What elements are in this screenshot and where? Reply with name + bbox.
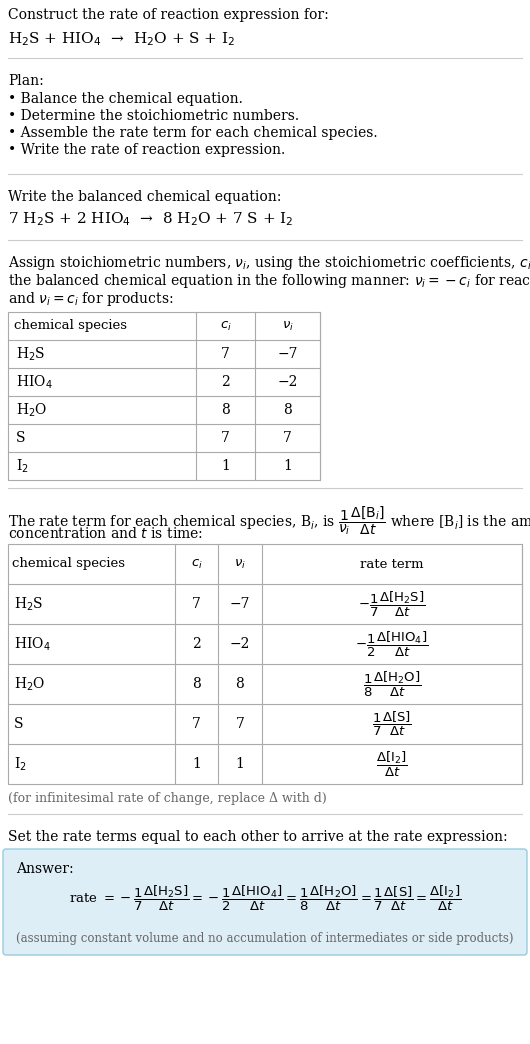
Bar xyxy=(8,544,522,784)
Text: (assuming constant volume and no accumulation of intermediates or side products): (assuming constant volume and no accumul… xyxy=(16,932,514,945)
Text: 7: 7 xyxy=(192,597,201,611)
Text: 7: 7 xyxy=(192,717,201,731)
Text: H$_2$S: H$_2$S xyxy=(14,595,43,613)
FancyBboxPatch shape xyxy=(3,849,527,955)
Text: −7: −7 xyxy=(229,597,250,611)
Text: −2: −2 xyxy=(230,637,250,651)
Text: • Determine the stoichiometric numbers.: • Determine the stoichiometric numbers. xyxy=(8,109,299,123)
Text: 7: 7 xyxy=(221,431,230,445)
Text: Assign stoichiometric numbers, $\nu_i$, using the stoichiometric coefficients, $: Assign stoichiometric numbers, $\nu_i$, … xyxy=(8,254,530,272)
Text: 8: 8 xyxy=(283,403,292,417)
Text: $c_i$: $c_i$ xyxy=(191,557,202,571)
Text: $-\dfrac{1}{2}\dfrac{\Delta[\mathrm{HIO_4}]}{\Delta t}$: $-\dfrac{1}{2}\dfrac{\Delta[\mathrm{HIO_… xyxy=(356,630,429,659)
Text: • Balance the chemical equation.: • Balance the chemical equation. xyxy=(8,92,243,106)
Text: $c_i$: $c_i$ xyxy=(219,319,232,333)
Text: Set the rate terms equal to each other to arrive at the rate expression:: Set the rate terms equal to each other t… xyxy=(8,830,508,844)
Text: Plan:: Plan: xyxy=(8,74,44,88)
Text: • Assemble the rate term for each chemical species.: • Assemble the rate term for each chemic… xyxy=(8,126,377,140)
Text: $\nu_i$: $\nu_i$ xyxy=(281,319,294,333)
Text: $-\dfrac{1}{7}\dfrac{\Delta[\mathrm{H_2S}]}{\Delta t}$: $-\dfrac{1}{7}\dfrac{\Delta[\mathrm{H_2S… xyxy=(358,590,426,619)
Text: 8: 8 xyxy=(221,403,230,417)
Text: HIO$_4$: HIO$_4$ xyxy=(14,636,51,652)
Text: 7 H$_2$S + 2 HIO$_4$  →  8 H$_2$O + 7 S + I$_2$: 7 H$_2$S + 2 HIO$_4$ → 8 H$_2$O + 7 S + … xyxy=(8,210,294,228)
Text: S: S xyxy=(16,431,25,445)
Text: 1: 1 xyxy=(192,757,201,772)
Text: Construct the rate of reaction expression for:: Construct the rate of reaction expressio… xyxy=(8,8,329,22)
Text: I$_2$: I$_2$ xyxy=(16,457,29,475)
Text: S: S xyxy=(14,717,23,731)
Text: 8: 8 xyxy=(192,677,201,691)
Text: I$_2$: I$_2$ xyxy=(14,755,27,773)
Text: 1: 1 xyxy=(235,757,244,772)
Text: The rate term for each chemical species, B$_i$, is $\dfrac{1}{\nu_i}\dfrac{\Delt: The rate term for each chemical species,… xyxy=(8,504,530,537)
Text: $\dfrac{1}{8}\dfrac{\Delta[\mathrm{H_2O}]}{\Delta t}$: $\dfrac{1}{8}\dfrac{\Delta[\mathrm{H_2O}… xyxy=(363,669,421,698)
Bar xyxy=(8,312,320,480)
Text: H$_2$S: H$_2$S xyxy=(16,346,46,362)
Text: and $\nu_i = c_i$ for products:: and $\nu_i = c_i$ for products: xyxy=(8,290,173,308)
Text: concentration and $t$ is time:: concentration and $t$ is time: xyxy=(8,526,203,541)
Text: • Write the rate of reaction expression.: • Write the rate of reaction expression. xyxy=(8,143,285,157)
Text: 8: 8 xyxy=(236,677,244,691)
Text: Write the balanced chemical equation:: Write the balanced chemical equation: xyxy=(8,190,281,204)
Text: 2: 2 xyxy=(221,375,230,389)
Text: −2: −2 xyxy=(277,375,298,389)
Text: 1: 1 xyxy=(283,459,292,473)
Text: 7: 7 xyxy=(235,717,244,731)
Text: chemical species: chemical species xyxy=(14,319,127,332)
Text: 7: 7 xyxy=(221,347,230,361)
Text: the balanced chemical equation in the following manner: $\nu_i = -c_i$ for react: the balanced chemical equation in the fo… xyxy=(8,272,530,290)
Text: 7: 7 xyxy=(283,431,292,445)
Text: rate $= -\dfrac{1}{7}\dfrac{\Delta[\mathrm{H_2S}]}{\Delta t} = -\dfrac{1}{2}\dfr: rate $= -\dfrac{1}{7}\dfrac{\Delta[\math… xyxy=(69,883,461,912)
Text: rate term: rate term xyxy=(360,557,424,570)
Text: $\dfrac{\Delta[\mathrm{I_2}]}{\Delta t}$: $\dfrac{\Delta[\mathrm{I_2}]}{\Delta t}$ xyxy=(376,750,408,779)
Text: H$_2$O: H$_2$O xyxy=(14,675,46,693)
Text: chemical species: chemical species xyxy=(12,557,125,570)
Text: H$_2$S + HIO$_4$  →  H$_2$O + S + I$_2$: H$_2$S + HIO$_4$ → H$_2$O + S + I$_2$ xyxy=(8,30,235,48)
Text: $\nu_i$: $\nu_i$ xyxy=(234,557,246,571)
Text: H$_2$O: H$_2$O xyxy=(16,401,47,419)
Text: 1: 1 xyxy=(221,459,230,473)
Text: HIO$_4$: HIO$_4$ xyxy=(16,374,52,390)
Text: 2: 2 xyxy=(192,637,201,651)
Text: −7: −7 xyxy=(277,347,298,361)
Text: $\dfrac{1}{7}\dfrac{\Delta[\mathrm{S}]}{\Delta t}$: $\dfrac{1}{7}\dfrac{\Delta[\mathrm{S}]}{… xyxy=(372,710,412,738)
Text: Answer:: Answer: xyxy=(16,862,74,876)
Text: (for infinitesimal rate of change, replace Δ with d): (for infinitesimal rate of change, repla… xyxy=(8,792,327,805)
